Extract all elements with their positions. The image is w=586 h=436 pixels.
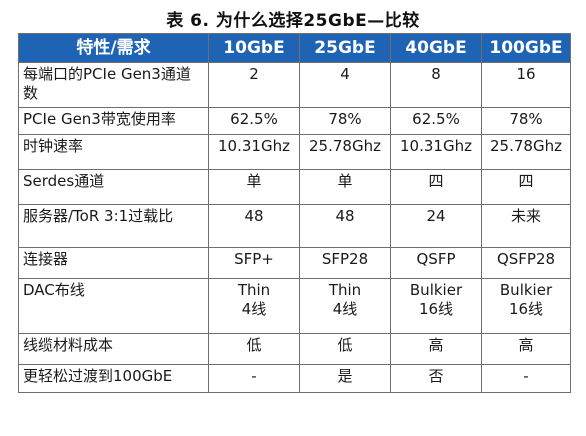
table-cell: 单 xyxy=(299,169,391,205)
table-cell: 24 xyxy=(390,204,482,248)
table-cell: 是 xyxy=(299,364,391,393)
table-cell: Thin 4线 xyxy=(208,278,300,334)
table-cell: 四 xyxy=(481,169,571,205)
table-cell: 4 xyxy=(299,62,391,108)
row-label: 更轻松过渡到100GbE xyxy=(18,364,209,393)
table-cell: QSFP28 xyxy=(481,247,571,279)
table-row: 每端口的PCIe Gen3通道数 2 4 8 16 xyxy=(18,62,571,108)
table-caption: 表 6. 为什么选择25GbE—比较 xyxy=(166,11,420,31)
table-cell: SFP+ xyxy=(208,247,300,279)
table-cell: 低 xyxy=(299,333,391,365)
table-cell: 10.31Ghz xyxy=(390,134,482,170)
row-label: DAC布线 xyxy=(18,278,209,334)
table-cell: 2 xyxy=(208,62,300,108)
table-cell: 8 xyxy=(390,62,482,108)
table-cell: 25.78Ghz xyxy=(299,134,391,170)
table-cell: 25.78Ghz xyxy=(481,134,571,170)
table-cell: - xyxy=(208,364,300,393)
table-row: DAC布线 Thin 4线 Thin 4线 Bulkier 16线 Bulkie… xyxy=(18,278,571,334)
table-cell: 四 xyxy=(390,169,482,205)
table-cell: 未来 xyxy=(481,204,571,248)
row-label: 服务器/ToR 3:1过载比 xyxy=(18,204,209,248)
header-100gbe: 100GbE xyxy=(481,33,571,63)
table-cell: 48 xyxy=(208,204,300,248)
table-cell: 否 xyxy=(390,364,482,393)
table-cell: 62.5% xyxy=(208,107,300,135)
row-label: 线缆材料成本 xyxy=(18,333,209,365)
table-cell: 16 xyxy=(481,62,571,108)
header-40gbe: 40GbE xyxy=(390,33,482,63)
header-25gbe: 25GbE xyxy=(299,33,391,63)
comparison-table: 特性/需求 10GbE 25GbE 40GbE 100GbE 每端口的PCIe … xyxy=(18,33,571,393)
table-cell: 62.5% xyxy=(390,107,482,135)
table-cell: - xyxy=(481,364,571,393)
table-cell: 48 xyxy=(299,204,391,248)
table-cell: Bulkier 16线 xyxy=(390,278,482,334)
table-cell: Bulkier 16线 xyxy=(481,278,571,334)
table-cell: 高 xyxy=(390,333,482,365)
table-cell: Thin 4线 xyxy=(299,278,391,334)
row-label: PCIe Gen3带宽使用率 xyxy=(18,107,209,135)
table-row: 时钟速率 10.31Ghz 25.78Ghz 10.31Ghz 25.78Ghz xyxy=(18,134,571,170)
table-row: Serdes通道 单 单 四 四 xyxy=(18,169,571,205)
table-row: 连接器 SFP+ SFP28 QSFP QSFP28 xyxy=(18,247,571,279)
table-cell: 单 xyxy=(208,169,300,205)
table-cell: 高 xyxy=(481,333,571,365)
header-feature: 特性/需求 xyxy=(18,33,209,63)
row-label: 时钟速率 xyxy=(18,134,209,170)
table-header-row: 特性/需求 10GbE 25GbE 40GbE 100GbE xyxy=(18,33,571,63)
table-row: 线缆材料成本 低 低 高 高 xyxy=(18,333,571,365)
row-label: 每端口的PCIe Gen3通道数 xyxy=(18,62,209,108)
table-cell: 78% xyxy=(299,107,391,135)
header-10gbe: 10GbE xyxy=(208,33,300,63)
table-cell: QSFP xyxy=(390,247,482,279)
table-cell: 10.31Ghz xyxy=(208,134,300,170)
table-cell: SFP28 xyxy=(299,247,391,279)
row-label: Serdes通道 xyxy=(18,169,209,205)
table-cell: 78% xyxy=(481,107,571,135)
table-row: 服务器/ToR 3:1过载比 48 48 24 未来 xyxy=(18,204,571,248)
table-row: PCIe Gen3带宽使用率 62.5% 78% 62.5% 78% xyxy=(18,107,571,135)
table-cell: 低 xyxy=(208,333,300,365)
table-row: 更轻松过渡到100GbE - 是 否 - xyxy=(18,364,571,393)
row-label: 连接器 xyxy=(18,247,209,279)
